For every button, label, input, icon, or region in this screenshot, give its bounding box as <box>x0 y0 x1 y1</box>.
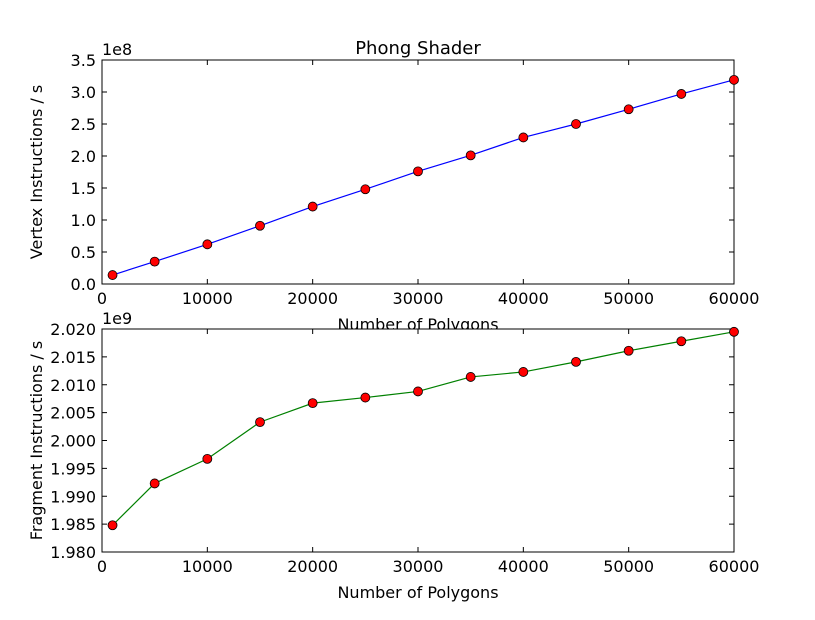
bottom-y-tick-label: 2.020 <box>50 320 96 339</box>
bottom-x-tick-label: 0 <box>97 557 107 576</box>
bottom-data-point <box>623 345 634 356</box>
top-y-tick-label: 1.0 <box>71 211 96 230</box>
bottom-data-point <box>465 372 476 382</box>
top-y-tick-label: 3.0 <box>71 83 96 102</box>
bottom-x-tick-label: 10000 <box>182 557 233 576</box>
top-data-point <box>571 119 581 129</box>
top-data-point <box>413 166 423 177</box>
top-data-point <box>202 239 213 250</box>
bottom-data-point <box>413 386 423 397</box>
top-data-point <box>729 74 739 85</box>
top-x-tick-label: 10000 <box>182 289 233 308</box>
bottom-x-tick-label: 60000 <box>709 557 760 576</box>
bottom-y-tick-label: 1.980 <box>50 543 96 562</box>
bottom-data-point <box>107 520 118 531</box>
top-data-point <box>623 104 634 115</box>
top-y-tick-label: 2.5 <box>71 115 96 134</box>
bottom-data-point <box>729 326 739 337</box>
top-y-tick-label: 1.5 <box>71 179 96 198</box>
top-x-tick-label: 60000 <box>709 289 760 308</box>
bottom-x-tick-label: 40000 <box>498 557 549 576</box>
top-x-tick-label: 30000 <box>393 289 444 308</box>
top-x-tick-label: 40000 <box>498 289 549 308</box>
bottom-y-tick-label: 1.990 <box>50 487 96 506</box>
top-data-point <box>255 220 265 231</box>
top-data-point <box>465 150 476 161</box>
bottom-y-tick-label: 2.015 <box>50 348 96 367</box>
top-y-offset-label: 1e8 <box>102 40 132 59</box>
top-y-tick-label: 0.5 <box>71 243 96 262</box>
chart-title: Phong Shader <box>355 38 481 59</box>
top-data-point <box>307 201 318 212</box>
top-data-point <box>107 270 118 280</box>
bottom-y-tick-label: 1.985 <box>50 515 96 534</box>
top-y-tick-label: 3.5 <box>71 51 96 70</box>
bottom-data-point <box>676 336 687 347</box>
bottom-y-tick-label: 2.005 <box>50 404 96 423</box>
bottom-y-tick-label: 2.010 <box>50 376 96 395</box>
bottom-plot-area <box>101 328 735 553</box>
top-x-tick-label: 20000 <box>287 289 338 308</box>
bottom-x-tick-label: 20000 <box>287 557 338 576</box>
bottom-y-axis-label: Fragment Instructions / s <box>27 341 46 540</box>
bottom-data-point <box>518 367 529 377</box>
bottom-data-point <box>255 417 265 428</box>
bottom-data-point <box>202 453 213 464</box>
bottom-data-point <box>307 398 318 409</box>
bottom-x-axis-label: Number of Polygons <box>337 583 498 602</box>
top-data-point <box>149 256 160 267</box>
top-x-tick-label: 0 <box>97 289 107 308</box>
bottom-y-offset-label: 1e9 <box>102 309 132 328</box>
bottom-data-point <box>149 478 160 489</box>
bottom-x-tick-label: 30000 <box>393 557 444 576</box>
top-data-point <box>518 132 529 143</box>
bottom-y-tick-label: 2.000 <box>50 432 96 451</box>
top-y-tick-label: 2.0 <box>71 147 96 166</box>
bottom-data-point <box>360 392 371 403</box>
top-data-point <box>676 89 687 99</box>
bottom-x-tick-label: 50000 <box>603 557 654 576</box>
bottom-data-point <box>571 356 581 367</box>
top-x-tick-label: 50000 <box>603 289 654 308</box>
top-y-tick-label: 0.0 <box>71 275 96 294</box>
bottom-y-tick-label: 1.995 <box>50 459 96 478</box>
top-y-axis-label: Vertex Instructions / s <box>27 85 46 259</box>
top-data-point <box>360 184 371 195</box>
